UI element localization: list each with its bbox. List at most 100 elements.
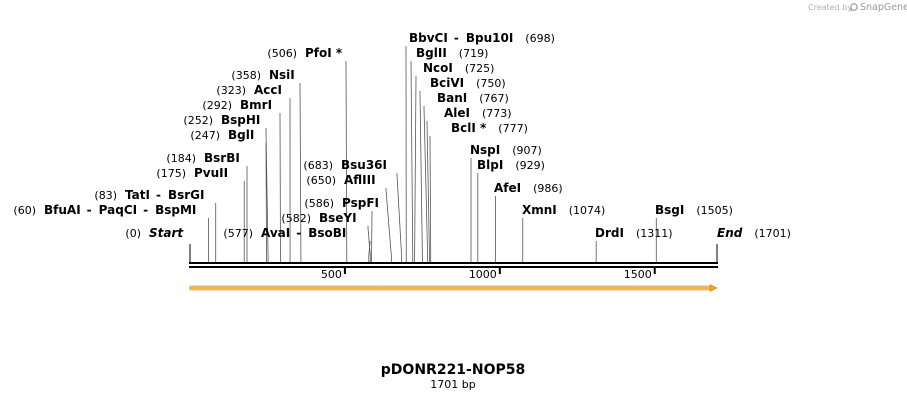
site-label-pfoi[interactable]: (506) PfoI * (267, 46, 342, 60)
site-label-bgli[interactable]: (247) BglI (190, 128, 254, 142)
site-label-bfuai[interactable]: (60) BfuAI - PaqCI - BspMI (13, 203, 196, 217)
snapgene-logo-icon (850, 3, 858, 12)
site-labels: (0) Start(60) BfuAI - PaqCI - BspMI(83) TatI - Bs… (13, 31, 791, 240)
site-label-bcli[interactable]: BclI * (777) (451, 121, 528, 135)
site-name: AfeI (494, 181, 521, 195)
site-position: (586) (304, 197, 334, 210)
site-position: (252) (183, 114, 213, 127)
site-leader-bsu36i (396, 173, 403, 262)
ruler-tick-label: 1500 (624, 268, 652, 281)
site-name: AccI (254, 83, 282, 97)
site-name: BbvCI (409, 31, 448, 45)
plasmid-length: 1701 bp (430, 378, 475, 391)
site-separator: - (156, 188, 161, 202)
site-label-xmni[interactable]: XmnI (1074) (522, 203, 605, 217)
site-label-nspi[interactable]: NspI (907) (470, 143, 542, 157)
credit-brand: SnapGene (860, 2, 907, 13)
site-position: (1311) (636, 227, 673, 240)
ruler-tick-label: 500 (321, 268, 342, 281)
site-label-bsrbi[interactable]: (184) BsrBI (166, 151, 239, 165)
site-position: (506) (267, 47, 297, 60)
site-position: (777) (498, 122, 528, 135)
site-leader-bseyi (367, 226, 371, 262)
site-name: AvaI (261, 226, 290, 240)
site-position: (292) (202, 99, 232, 112)
site-name: NspI (470, 143, 500, 157)
site-label-start[interactable]: (0) Start (125, 226, 184, 240)
site-name: BsoBI (308, 226, 346, 240)
site-label-afliii[interactable]: (650) AflIII (306, 173, 375, 187)
site-leader-bcli (429, 136, 432, 262)
site-label-pvuii[interactable]: (175) PvuII (156, 166, 228, 180)
site-name: BglI (228, 128, 254, 142)
site-name: Start (149, 226, 184, 240)
orf-feature-arrowhead (709, 284, 718, 292)
plasmid-title: pDONR221-NOP58 (381, 362, 525, 378)
site-label-bseyi[interactable]: (582) BseYI (281, 211, 356, 225)
site-position: (1074) (569, 204, 606, 217)
site-name: TatI (125, 188, 150, 202)
site-position: (1701) (754, 227, 791, 240)
site-label-blpi[interactable]: BlpI (929) (477, 158, 545, 172)
site-label-bglii[interactable]: BglII (719) (416, 46, 488, 60)
site-leader-bcivi (419, 91, 423, 262)
site-label-end[interactable]: End (1701) (717, 226, 791, 240)
site-leader-bsphi (265, 128, 269, 262)
site-name: BsrGI (168, 188, 205, 202)
site-position: (60) (13, 204, 36, 217)
site-position: (175) (156, 167, 186, 180)
site-label-acci[interactable]: (323) AccI (216, 83, 282, 97)
credit-text: Created by (808, 3, 852, 12)
site-position: (767) (479, 92, 509, 105)
site-name: BglII (416, 46, 447, 60)
site-position: (907) (512, 144, 542, 157)
site-position: (698) (525, 32, 555, 45)
site-position: (323) (216, 84, 246, 97)
site-separator: - (454, 31, 459, 45)
site-label-alei[interactable]: AleI (773) (444, 106, 512, 120)
orf-feature-arrow[interactable] (189, 284, 718, 292)
site-label-bbvci[interactable]: BbvCI - Bpu10I (698) (409, 31, 555, 45)
site-position: (683) (303, 159, 333, 172)
site-name: BseYI (319, 211, 357, 225)
site-label-drdi[interactable]: DrdI (1311) (595, 226, 673, 240)
site-position: (773) (482, 107, 512, 120)
site-position: (577) (223, 227, 253, 240)
site-name: NsiI (269, 68, 295, 82)
site-label-bcivi[interactable]: BciVI (750) (430, 76, 506, 90)
site-position: (184) (166, 152, 196, 165)
site-leaders (189, 46, 718, 262)
site-position: (986) (533, 182, 563, 195)
site-name: BclI * (451, 121, 487, 135)
site-label-bsu36i[interactable]: (683) Bsu36I (303, 158, 387, 172)
site-label-nsii[interactable]: (358) NsiI (231, 68, 294, 82)
site-leader-alei (426, 121, 430, 262)
site-label-bsphi[interactable]: (252) BspHI (183, 113, 260, 127)
orf-feature-body (189, 285, 712, 291)
site-leader-nsii (299, 83, 302, 262)
site-name: BspMI (155, 203, 196, 217)
site-name: BanI (437, 91, 467, 105)
site-label-ncoi[interactable]: NcoI (725) (423, 61, 494, 75)
site-label-pspfi[interactable]: (586) PspFI (304, 196, 379, 210)
site-position: (725) (465, 62, 495, 75)
site-name: BmrI (240, 98, 272, 112)
site-label-bmri[interactable]: (292) BmrI (202, 98, 272, 112)
site-label-avai[interactable]: (577) AvaI - BsoBI (223, 226, 346, 240)
site-name: BspHI (221, 113, 260, 127)
site-label-bani[interactable]: BanI (767) (437, 91, 509, 105)
site-name: AflIII (344, 173, 376, 187)
site-position: (0) (125, 227, 141, 240)
site-label-bsgi[interactable]: BsgI (1505) (655, 203, 733, 217)
site-label-tati[interactable]: (83) TatI - BsrGI (94, 188, 204, 202)
site-name: BsrBI (204, 151, 240, 165)
site-position: (582) (281, 212, 311, 225)
site-name: PfoI * (305, 46, 343, 60)
site-position: (358) (231, 69, 261, 82)
site-name: BsgI (655, 203, 684, 217)
site-label-afei[interactable]: AfeI (986) (494, 181, 563, 195)
site-leader-afliii (385, 188, 392, 262)
site-position: (83) (94, 189, 117, 202)
site-leader-bani (423, 106, 429, 262)
